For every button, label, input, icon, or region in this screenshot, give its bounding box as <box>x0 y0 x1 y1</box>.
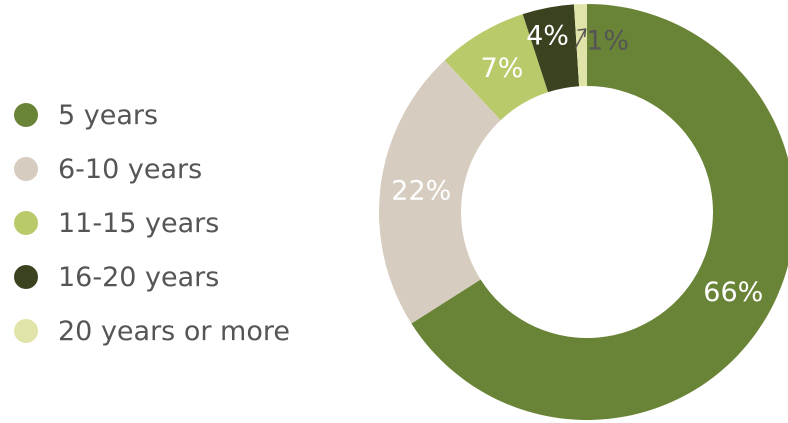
legend-swatch <box>14 319 38 343</box>
slice-label-20-years-or-more: 1% <box>586 26 629 57</box>
donut-slice-20-years-or-more <box>573 4 587 87</box>
legend-swatch <box>14 157 38 181</box>
donut-slice-16-20-years <box>522 4 580 93</box>
legend-label: 16-20 years <box>58 261 220 293</box>
legend-item-20-years-or-more: 20 years or more <box>14 304 290 358</box>
donut-slice-5-years <box>411 4 788 420</box>
legend-item-16-20-years: 16-20 years <box>14 250 290 304</box>
legend-label: 5 years <box>58 99 159 131</box>
legend-item-11-15-years: 11-15 years <box>14 196 290 250</box>
legend-swatch <box>14 211 38 235</box>
donut-slice-labels: 66% 22% 7% 4% 1% <box>391 21 763 308</box>
legend-label: 20 years or more <box>58 315 290 347</box>
slice-label-6-10-years: 22% <box>391 176 451 207</box>
slice-label-11-15-years: 7% <box>481 53 524 84</box>
donut-slices <box>379 4 788 420</box>
legend: 5 years 6-10 years 11-15 years 16-20 yea… <box>14 88 290 358</box>
legend-swatch <box>14 265 38 289</box>
slice-label-leader-arrowhead <box>577 28 587 38</box>
legend-swatch <box>14 103 38 127</box>
slice-label-16-20-years: 4% <box>526 21 569 52</box>
donut-slice-6-10-years <box>379 60 501 324</box>
legend-label: 6-10 years <box>58 153 203 185</box>
legend-label: 11-15 years <box>58 207 220 239</box>
donut-chart: 66% 22% 7% 4% 1% <box>379 4 788 420</box>
legend-item-6-10-years: 6-10 years <box>14 142 290 196</box>
donut-slice-11-15-years <box>444 14 549 121</box>
slice-label-5-years: 66% <box>703 277 763 308</box>
legend-item-5-years: 5 years <box>14 88 290 142</box>
slice-label-leader-line <box>574 28 587 49</box>
